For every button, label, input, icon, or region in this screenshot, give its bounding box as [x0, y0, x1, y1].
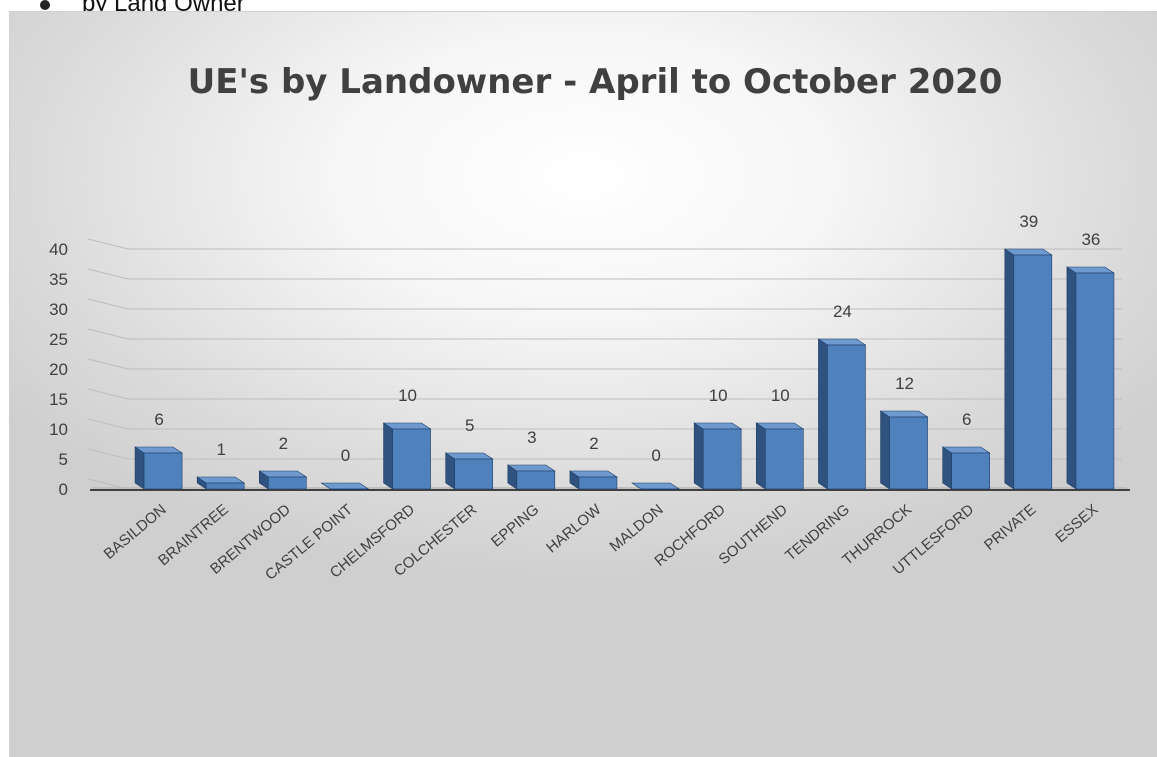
- y-tick-label: 40: [49, 240, 68, 259]
- y-tick-label: 20: [49, 360, 68, 379]
- data-label: 10: [709, 386, 728, 405]
- y-tick-label: 30: [49, 300, 68, 319]
- y-tick-label: 25: [49, 330, 68, 349]
- data-label: 5: [465, 416, 474, 435]
- bar-side: [818, 338, 828, 490]
- bar: [1075, 272, 1115, 490]
- data-label: 6: [962, 410, 971, 429]
- bar: [702, 428, 742, 490]
- data-label: 10: [771, 386, 790, 405]
- gridline-bevel: [87, 358, 129, 370]
- category-label: MALDON: [607, 501, 667, 555]
- bar: [392, 428, 431, 490]
- data-label: 0: [651, 446, 660, 465]
- data-label: 6: [154, 410, 163, 429]
- data-label: 12: [895, 374, 914, 393]
- bar-side: [383, 422, 393, 490]
- data-label: 24: [833, 302, 852, 321]
- bar-side: [134, 446, 145, 490]
- bullet-icon: [40, 0, 50, 10]
- gridline-bevel: [87, 298, 129, 310]
- bar: [765, 428, 804, 490]
- bar: [516, 470, 556, 490]
- chart-panel: UE's by Landowner - April to October 202…: [9, 11, 1157, 757]
- category-label: HARLOW: [543, 501, 605, 557]
- data-label: 36: [1081, 230, 1100, 249]
- category-label: EPPING: [488, 501, 542, 550]
- data-label: 1: [216, 440, 225, 459]
- data-label: 2: [279, 434, 288, 453]
- gridline-bevel: [87, 238, 129, 250]
- bar: [951, 452, 990, 490]
- gridline-bevel: [87, 448, 129, 460]
- gridline-bevel: [87, 388, 129, 400]
- gridline-bevel: [87, 268, 129, 280]
- y-tick-label: 0: [59, 480, 68, 499]
- bar-side: [880, 410, 890, 490]
- bar: [640, 488, 680, 490]
- data-label: 0: [341, 446, 350, 465]
- gridline-bevel: [87, 418, 129, 430]
- category-label: PRIVATE: [981, 501, 1039, 554]
- bar-side: [756, 422, 766, 490]
- category-label: SOUTHEND: [715, 501, 791, 568]
- data-label: 3: [527, 428, 536, 447]
- gridline-bevel: [87, 328, 129, 340]
- y-tick-label: 5: [59, 450, 68, 469]
- data-label: 39: [1019, 212, 1038, 231]
- bar-chart: 05101520253035406BASILDON1BRAINTREE2BREN…: [49, 212, 1130, 584]
- bar: [268, 476, 307, 490]
- bar-side: [693, 422, 704, 490]
- bar: [1013, 254, 1053, 490]
- bar: [205, 482, 245, 490]
- bar-side: [1004, 248, 1015, 490]
- bar: [578, 476, 618, 490]
- bar: [889, 416, 928, 490]
- data-label: 10: [398, 386, 417, 405]
- y-tick-label: 15: [49, 390, 68, 409]
- bar: [143, 452, 183, 490]
- y-tick-label: 10: [49, 420, 68, 439]
- bar-side: [942, 446, 952, 490]
- bar-side: [1066, 266, 1077, 490]
- category-label: ESSEX: [1052, 501, 1101, 546]
- data-label: 2: [589, 434, 598, 453]
- bar: [454, 458, 493, 490]
- bar: [827, 344, 866, 490]
- bar: [330, 488, 369, 490]
- chart-title: UE's by Landowner - April to October 202…: [187, 62, 1003, 102]
- y-tick-label: 35: [49, 270, 68, 289]
